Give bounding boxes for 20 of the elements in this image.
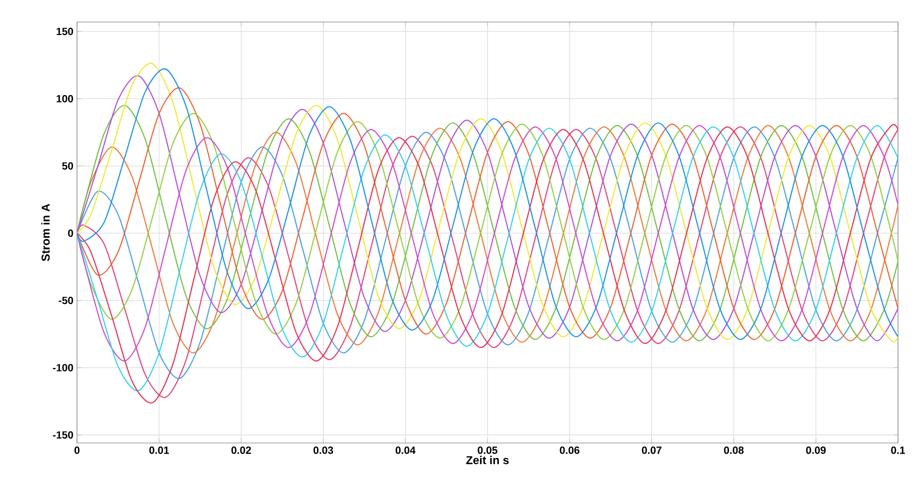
x-tick-label: 0.01 bbox=[149, 446, 169, 454]
y-tick-label: 50 bbox=[62, 162, 74, 170]
x-tick-label: 0.02 bbox=[231, 446, 251, 454]
y-tick-label: 0 bbox=[68, 229, 74, 237]
y-tick-label: -150 bbox=[52, 431, 74, 439]
x-tick-label: 0 bbox=[74, 446, 80, 454]
x-tick-label: 0.05 bbox=[478, 446, 498, 454]
y-tick-label: -100 bbox=[52, 364, 74, 372]
x-axis-title: Zeit in s bbox=[466, 456, 509, 464]
x-tick-label: 0.08 bbox=[724, 446, 744, 454]
x-tick-label: 0.03 bbox=[314, 446, 334, 454]
x-tick-label: 0.1 bbox=[891, 446, 905, 454]
y-tick-label: 150 bbox=[56, 28, 74, 36]
y-axis-title: Strom in A bbox=[41, 204, 50, 262]
y-tick-label: -50 bbox=[58, 296, 74, 304]
x-tick-label: 0.09 bbox=[806, 446, 826, 454]
y-tick-label: 100 bbox=[56, 94, 74, 102]
x-tick-label: 0.04 bbox=[396, 446, 416, 454]
x-tick-label: 0.07 bbox=[642, 446, 662, 454]
x-tick-label: 0.06 bbox=[560, 446, 580, 454]
